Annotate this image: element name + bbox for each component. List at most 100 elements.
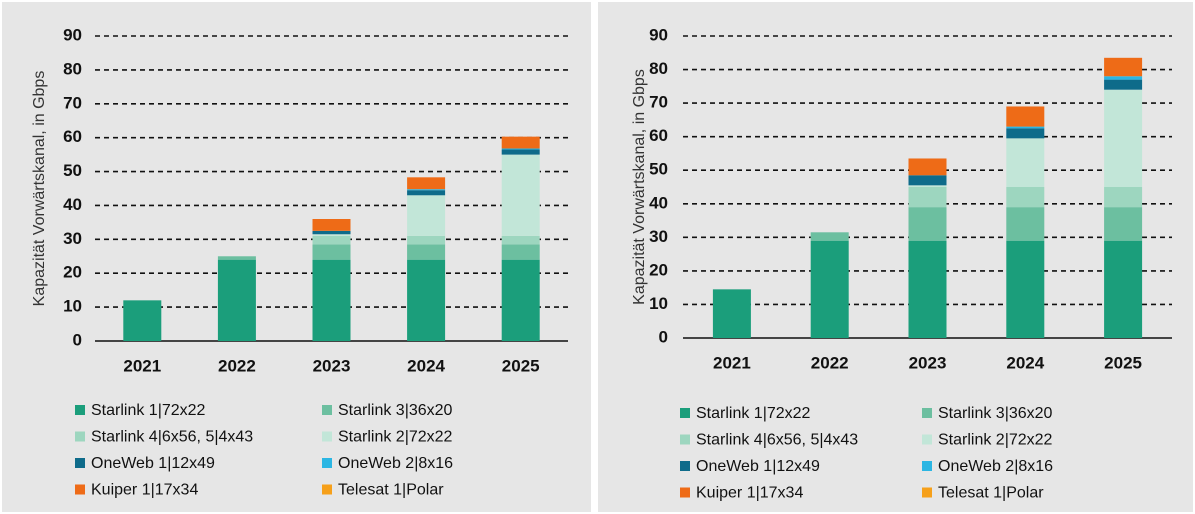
- bar-segment: [1006, 126, 1045, 129]
- legend-label: Starlink 4|6x56, 5|4x43: [696, 432, 858, 449]
- legend-label: OneWeb 2|8x16: [938, 458, 1053, 475]
- y-tick-label: 90: [649, 25, 668, 44]
- x-tick-label: 2025: [502, 356, 540, 375]
- bar-segment: [407, 177, 446, 190]
- legend-label: OneWeb 2|8x16: [338, 455, 453, 472]
- y-tick-label: 60: [63, 127, 82, 146]
- legend-swatch: [75, 405, 85, 415]
- bar-segment: [501, 136, 540, 149]
- bar-segment: [1006, 207, 1045, 241]
- x-tick-label: 2025: [1104, 353, 1142, 372]
- legend-swatch: [75, 458, 85, 468]
- panel-background: [598, 2, 1193, 512]
- y-tick-label: 0: [73, 330, 82, 349]
- bar-segment: [908, 175, 947, 186]
- bar-segment: [712, 289, 751, 338]
- bar-segment: [810, 240, 849, 338]
- bar-segment: [1006, 106, 1045, 127]
- legend-swatch: [680, 434, 690, 445]
- legend-swatch: [75, 431, 85, 442]
- bar-segment: [312, 244, 351, 260]
- panel-background: [2, 2, 591, 512]
- bar-segment: [908, 187, 947, 208]
- bar-segment: [1104, 207, 1143, 241]
- x-tick-label: 2023: [313, 356, 351, 375]
- bar-segment: [1104, 187, 1143, 208]
- legend-label: Starlink 2|72x22: [338, 429, 453, 446]
- y-tick-label: 60: [649, 126, 668, 145]
- legend-swatch: [322, 431, 332, 442]
- legend-label: Kuiper 1|17x34: [91, 482, 198, 499]
- bar-segment: [1006, 187, 1045, 208]
- y-tick-label: 80: [63, 59, 82, 78]
- legend-label: Starlink 4|6x56, 5|4x43: [91, 429, 253, 446]
- y-tick-label: 20: [63, 263, 82, 282]
- legend-swatch: [322, 405, 332, 415]
- y-tick-label: 30: [63, 229, 82, 248]
- legend-label: Starlink 3|36x20: [938, 405, 1053, 422]
- bar-segment: [908, 158, 947, 176]
- legend-swatch: [922, 487, 932, 498]
- bar-segment: [1104, 79, 1143, 90]
- y-tick-label: 40: [649, 193, 668, 212]
- legend-label: Starlink 2|72x22: [938, 432, 1053, 449]
- bar-segment: [1006, 240, 1045, 338]
- bar-segment: [217, 256, 256, 260]
- legend-swatch: [922, 408, 932, 418]
- y-tick-label: 0: [659, 327, 668, 346]
- bar-segment: [1104, 240, 1143, 338]
- bar-segment: [501, 235, 540, 245]
- legend-swatch: [680, 408, 690, 418]
- y-tick-label: 50: [649, 160, 668, 179]
- y-tick-label: 70: [63, 93, 82, 112]
- legend-swatch: [680, 461, 690, 471]
- y-axis-label: Kapazität Vorwärtskanal, in Gbps: [31, 71, 48, 307]
- bar-segment: [1006, 128, 1045, 139]
- x-tick-label: 2024: [1006, 353, 1044, 372]
- y-tick-label: 90: [63, 25, 82, 44]
- bar-segment: [908, 240, 947, 338]
- y-tick-label: 80: [649, 59, 668, 78]
- bar-segment: [501, 154, 540, 236]
- bar-segment: [1104, 57, 1143, 77]
- x-tick-label: 2022: [218, 356, 256, 375]
- x-tick-label: 2021: [123, 356, 161, 375]
- bar-segment: [123, 300, 162, 341]
- y-tick-label: 20: [649, 260, 668, 279]
- legend-label: OneWeb 1|12x49: [91, 455, 215, 472]
- bar-segment: [810, 232, 849, 241]
- legend-swatch: [922, 434, 932, 445]
- bar-segment: [908, 185, 947, 187]
- x-tick-label: 2021: [713, 353, 751, 372]
- legend-label: Telesat 1|Polar: [938, 485, 1044, 502]
- bar-segment: [407, 190, 446, 196]
- legend-swatch: [680, 487, 690, 498]
- legend-label: Starlink 3|36x20: [338, 402, 453, 419]
- bar-segment: [407, 244, 446, 260]
- x-tick-label: 2024: [407, 356, 445, 375]
- y-tick-label: 10: [63, 297, 82, 316]
- bar-segment: [407, 259, 446, 341]
- bar-segment: [501, 148, 540, 150]
- bar-segment: [312, 230, 351, 235]
- legend-label: Telesat 1|Polar: [338, 482, 444, 499]
- legend-swatch: [75, 484, 85, 495]
- y-tick-label: 70: [649, 93, 668, 112]
- legend-label: Kuiper 1|17x34: [696, 485, 803, 502]
- y-axis-label: Kapazität Vorwärtskanal, in Gbps: [631, 69, 648, 305]
- legend-swatch: [322, 458, 332, 468]
- bar-segment: [501, 244, 540, 260]
- y-tick-label: 10: [649, 294, 668, 313]
- bar-segment: [1006, 138, 1045, 187]
- legend-label: Starlink 1|72x22: [91, 402, 206, 419]
- y-tick-label: 40: [63, 195, 82, 214]
- bar-segment: [1104, 89, 1143, 187]
- bar-segment: [407, 235, 446, 245]
- bar-segment: [312, 234, 351, 236]
- bar-segment: [501, 259, 540, 341]
- bar-segment: [312, 259, 351, 341]
- bar-segment: [312, 235, 351, 245]
- bar-segment: [908, 207, 947, 241]
- legend-label: OneWeb 1|12x49: [696, 458, 820, 475]
